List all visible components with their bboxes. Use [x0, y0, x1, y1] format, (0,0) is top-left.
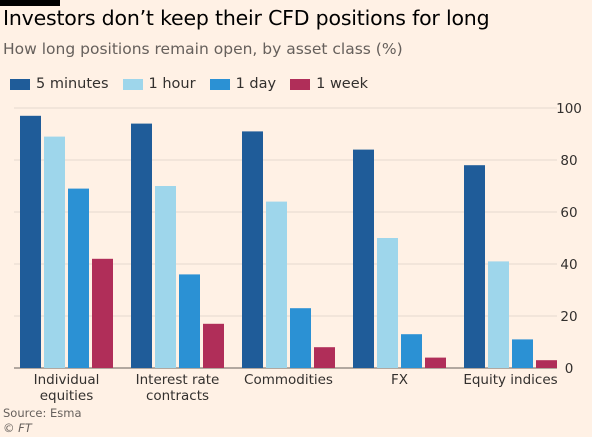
- x-category-label: Commodities: [244, 372, 333, 388]
- x-category-label: FX: [391, 372, 408, 388]
- y-tick-label: 40: [560, 257, 577, 273]
- bar-1-week: [92, 258, 113, 368]
- bar-5-minutes: [464, 165, 485, 368]
- chart-title: Investors don’t keep their CFD positions…: [3, 6, 490, 30]
- legend-swatch: [290, 78, 311, 90]
- ft-credit: © FT: [3, 421, 32, 435]
- x-category-label-line: equities: [40, 388, 94, 404]
- legend-item-1-week: 1 week: [290, 76, 368, 92]
- bar-1-day: [512, 339, 533, 368]
- bar-1-hour: [377, 238, 398, 368]
- legend-label: 1 hour: [148, 76, 196, 92]
- bar-1-hour: [266, 201, 287, 368]
- legend-label: 1 day: [235, 76, 277, 92]
- x-category-label: Equity indices: [463, 372, 557, 388]
- source-note: Source: Esma: [3, 406, 82, 420]
- legend-label: 1 week: [316, 76, 369, 92]
- x-category-label-line: contracts: [146, 388, 209, 404]
- x-category-label-line: Interest rate: [136, 372, 220, 388]
- legend-item-1-day: 1 day: [209, 76, 277, 92]
- y-tick-label: 60: [560, 205, 577, 221]
- bar-5-minutes: [131, 123, 152, 368]
- chart-subtitle: How long positions remain open, by asset…: [3, 40, 403, 58]
- x-category-label-line: Individual: [34, 372, 100, 388]
- bar-1-week: [314, 347, 335, 368]
- legend-swatch: [209, 78, 230, 90]
- bar-1-day: [179, 274, 200, 368]
- legend-swatch: [122, 78, 143, 90]
- bar-1-hour: [488, 261, 509, 368]
- x-category-label-line: FX: [391, 372, 408, 388]
- y-tick-label: 80: [560, 153, 577, 169]
- x-category-label: Individual equities: [34, 372, 100, 404]
- legend-swatch: [10, 78, 30, 90]
- x-category-label: Interest rate contracts: [136, 372, 220, 404]
- legend-label: 5 minutes: [36, 76, 109, 92]
- x-category-label-line: Commodities: [244, 372, 333, 388]
- bar-5-minutes: [20, 115, 41, 368]
- x-category-label-line: Equity indices: [463, 372, 557, 388]
- bar-5-minutes: [242, 131, 263, 368]
- legend-item-5-minutes: 5 minutes: [10, 76, 109, 92]
- chart-legend: 5 minutes 1 hour 1 day 1 week: [10, 74, 382, 94]
- top-accent-bar: [0, 0, 60, 6]
- bar-1-day: [401, 334, 422, 368]
- y-tick-label: 0: [565, 361, 574, 377]
- bar-1-hour: [44, 136, 65, 368]
- bar-5-minutes: [353, 149, 374, 368]
- y-tick-label: 20: [560, 309, 577, 325]
- bar-1-week: [425, 357, 446, 368]
- y-tick-label: 100: [556, 101, 582, 117]
- bar-1-day: [68, 188, 89, 368]
- bar-1-week: [203, 323, 224, 368]
- legend-item-1-hour: 1 hour: [122, 76, 196, 92]
- bar-1-day: [290, 308, 311, 368]
- bar-1-hour: [155, 186, 176, 368]
- bar-1-week: [536, 360, 557, 368]
